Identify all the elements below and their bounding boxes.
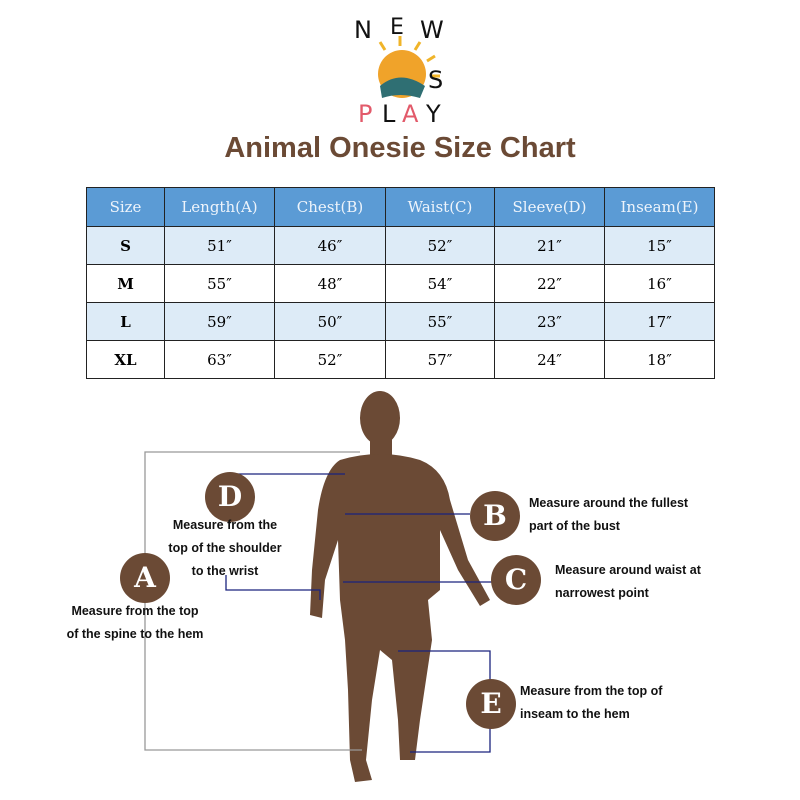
- cell: 46″: [274, 226, 386, 265]
- note-e: Measure from the top of inseam to the he…: [520, 680, 662, 726]
- note-c: Measure around waist at narrowest point: [555, 559, 701, 605]
- table-row: M 55″ 48″ 54″ 22″ 16″: [86, 264, 715, 303]
- cell: 59″: [164, 302, 275, 341]
- cell: 55″: [385, 302, 495, 341]
- size-chart-table: Size Length(A) Chest(B) Waist(C) Sleeve(…: [86, 187, 715, 379]
- brand-logo: N E W S P L A Y: [354, 15, 444, 126]
- svg-text:Y: Y: [425, 100, 441, 126]
- note-line: Measure from the: [172, 518, 278, 532]
- note-a: Measure from the top of the spine to the…: [50, 600, 220, 646]
- table-row: L 59″ 50″ 55″ 23″ 17″: [86, 302, 715, 341]
- marker-d: D: [205, 472, 255, 522]
- cell: 21″: [494, 226, 605, 265]
- cell: 15″: [604, 226, 715, 265]
- cell: 24″: [494, 340, 605, 379]
- note-b: Measure around the fullest part of the b…: [529, 492, 688, 538]
- header-sleeve: Sleeve(D): [494, 187, 605, 227]
- marker-a: A: [120, 553, 170, 603]
- person-silhouette: [310, 391, 490, 782]
- cell: 48″: [274, 264, 386, 303]
- marker-e: E: [466, 679, 516, 729]
- header-size: Size: [86, 187, 165, 227]
- svg-text:E: E: [390, 15, 404, 40]
- cell: 18″: [604, 340, 715, 379]
- marker-c: C: [491, 555, 541, 605]
- cell: 54″: [385, 264, 495, 303]
- cell: 50″: [274, 302, 386, 341]
- note-line: part of the bust: [529, 519, 620, 533]
- header-waist: Waist(C): [385, 187, 495, 227]
- note-line: Measure from the top of: [520, 684, 663, 698]
- cell: 51″: [164, 226, 275, 265]
- page-title: Animal Onesie Size Chart: [224, 132, 576, 164]
- note-line: Measure from the top: [71, 604, 199, 618]
- marker-b: B: [470, 491, 520, 541]
- note-line: to the wrist: [191, 564, 259, 578]
- table-row: XL 63″ 52″ 57″ 24″ 18″: [86, 340, 715, 379]
- cell: 57″: [385, 340, 495, 379]
- header-length: Length(A): [164, 187, 275, 227]
- note-line: Measure around waist at: [555, 563, 701, 577]
- cell: 63″: [164, 340, 275, 379]
- note-line: Measure around the fullest: [529, 496, 689, 510]
- svg-text:W: W: [420, 16, 444, 44]
- header-inseam: Inseam(E): [604, 187, 715, 227]
- note-line: narrowest point: [555, 586, 649, 600]
- table-row: S 51″ 46″ 52″ 21″ 15″: [86, 226, 715, 265]
- note-d: Measure from the top of the shoulder to …: [150, 514, 300, 583]
- svg-text:P: P: [358, 100, 372, 126]
- cell: 22″: [494, 264, 605, 303]
- note-line: top of the shoulder: [168, 541, 282, 555]
- header-chest: Chest(B): [274, 187, 386, 227]
- svg-text:N: N: [354, 16, 372, 44]
- svg-text:S: S: [428, 66, 443, 94]
- note-line: inseam to the hem: [520, 707, 630, 721]
- cell: 23″: [494, 302, 605, 341]
- table-header-row: Size Length(A) Chest(B) Waist(C) Sleeve(…: [86, 187, 715, 227]
- cell-size: M: [86, 264, 165, 303]
- cell-size: S: [86, 226, 165, 265]
- note-line: of the spine to the hem: [66, 627, 204, 641]
- svg-text:L: L: [382, 100, 396, 126]
- svg-text:A: A: [402, 100, 419, 126]
